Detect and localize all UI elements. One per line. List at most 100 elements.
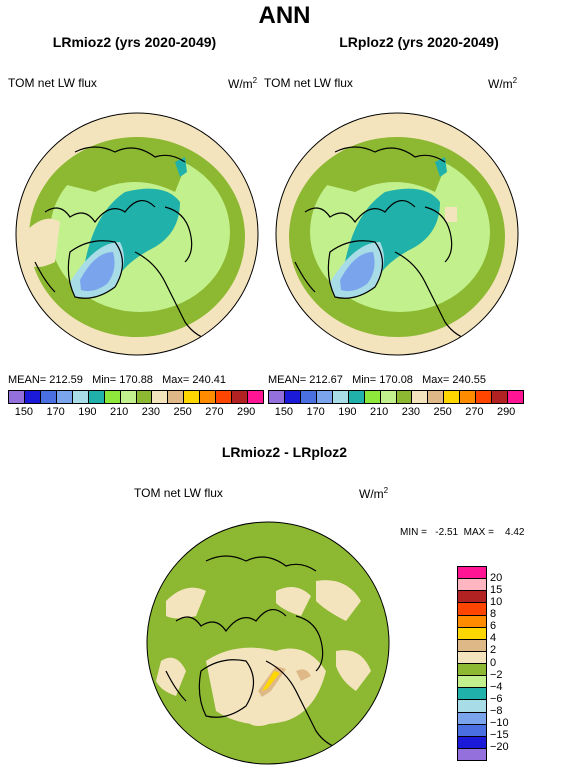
colorbar-label: 150 <box>274 406 294 418</box>
colorbar-label: 8 <box>490 608 497 621</box>
panel-2-var-label: TOM net LW flux <box>264 76 353 90</box>
colorbar-label: −2 <box>490 668 503 681</box>
panel-1-colorbar-labels: 150 170 190 210 230 250 270 290 <box>8 406 262 420</box>
panel-2-stats: MEAN= 212.67 Min= 170.08 Max= 240.55 <box>268 374 486 386</box>
colorbar-swatch <box>444 391 461 403</box>
colorbar-label: 210 <box>109 406 129 418</box>
colorbar-swatch <box>458 724 486 737</box>
colorbar-swatch <box>492 391 509 403</box>
colorbar-label: −20 <box>490 740 509 753</box>
colorbar-label: 270 <box>465 406 484 418</box>
diff-panel-var-label: TOM net LW flux <box>134 486 223 500</box>
diff-panel-map <box>146 521 390 765</box>
colorbar-label: −15 <box>490 728 509 741</box>
colorbar-swatch <box>72 391 89 403</box>
colorbar-swatch <box>458 700 486 713</box>
colorbar-label: 250 <box>433 406 452 418</box>
panel-2-unit: W/m2 <box>488 76 518 91</box>
colorbar-swatch <box>458 676 486 689</box>
colorbar-label: 190 <box>78 406 97 418</box>
colorbar-swatch <box>104 391 121 403</box>
colorbar-swatch <box>458 591 486 604</box>
colorbar-swatch <box>168 391 185 403</box>
panel-1-var-label: TOM net LW flux <box>8 76 97 90</box>
colorbar-swatch <box>458 688 486 701</box>
colorbar-swatch <box>476 391 493 403</box>
colorbar-label: 170 <box>46 406 65 418</box>
colorbar-label: 290 <box>236 406 256 418</box>
colorbar-label: 290 <box>496 406 516 418</box>
colorbar-swatch <box>9 391 25 403</box>
page-title: ANN <box>258 2 311 29</box>
colorbar-label: 230 <box>141 406 161 418</box>
colorbar-label: 210 <box>369 406 389 418</box>
colorbar-label: 6 <box>490 620 497 633</box>
colorbar-swatch <box>56 391 73 403</box>
colorbar-swatch <box>120 391 137 403</box>
colorbar-swatch <box>458 567 486 580</box>
diff-panel-title: LRmioz2 - LRploz2 <box>221 444 348 460</box>
colorbar-label: 4 <box>490 632 497 645</box>
colorbar-swatch <box>40 391 57 403</box>
panel-1-title: LRmioz2 (yrs 2020-2049) <box>52 34 217 50</box>
colorbar-swatch <box>458 748 486 760</box>
colorbar-swatch <box>300 391 317 403</box>
colorbar-swatch <box>200 391 217 403</box>
colorbar-swatch <box>428 391 445 403</box>
colorbar-swatch <box>396 391 413 403</box>
colorbar-label: 20 <box>490 572 503 585</box>
colorbar-swatch <box>508 391 523 403</box>
colorbar-label: 230 <box>401 406 421 418</box>
colorbar-label: 10 <box>490 596 503 609</box>
colorbar-swatch <box>269 391 285 403</box>
colorbar-label: 190 <box>338 406 357 418</box>
colorbar-swatch <box>232 391 249 403</box>
colorbar-label: −10 <box>490 716 509 729</box>
panel-1-colorbar <box>8 390 264 404</box>
panel-1-stats: MEAN= 212.59 Min= 170.88 Max= 240.41 <box>8 374 226 386</box>
diff-colorbar-labels: 20 15 10 8 6 4 2 0 −2 −4 −6 −8 −10 −15 −20 <box>490 566 530 759</box>
colorbar-swatch <box>248 391 263 403</box>
colorbar-swatch <box>458 639 486 652</box>
colorbar-swatch <box>24 391 41 403</box>
colorbar-swatch <box>332 391 349 403</box>
colorbar-label: 15 <box>490 584 503 597</box>
colorbar-swatch <box>458 603 486 616</box>
colorbar-swatch <box>152 391 169 403</box>
panel-2-map <box>275 112 519 356</box>
colorbar-swatch <box>380 391 397 403</box>
diff-panel-unit: W/m2 <box>359 486 389 501</box>
colorbar-swatch <box>364 391 381 403</box>
colorbar-swatch <box>284 391 301 403</box>
colorbar-label: 250 <box>173 406 192 418</box>
colorbar-swatch <box>412 391 429 403</box>
colorbar-swatch <box>348 391 365 403</box>
colorbar-swatch <box>458 651 486 664</box>
colorbar-label: −6 <box>490 692 503 705</box>
colorbar-swatch <box>136 391 153 403</box>
colorbar-label: 150 <box>14 406 34 418</box>
colorbar-swatch <box>460 391 477 403</box>
panel-1-map <box>15 112 259 356</box>
panel-1-unit: W/m2 <box>228 76 258 91</box>
colorbar-swatch <box>458 579 486 592</box>
colorbar-label: 170 <box>306 406 325 418</box>
colorbar-swatch <box>184 391 201 403</box>
colorbar-swatch <box>458 712 486 725</box>
colorbar-label: 2 <box>490 644 497 657</box>
colorbar-swatch <box>458 627 486 640</box>
colorbar-swatch <box>316 391 333 403</box>
colorbar-label: 0 <box>490 656 497 669</box>
colorbar-label: −8 <box>490 704 503 717</box>
colorbar-label: 270 <box>205 406 224 418</box>
panel-2-colorbar <box>268 390 524 404</box>
diff-panel-stats: MIN = -2.51 MAX = 4.42 <box>400 527 525 538</box>
colorbar-swatch <box>458 615 486 628</box>
panel-2-title: LRploz2 (yrs 2020-2049) <box>339 34 499 50</box>
diff-colorbar <box>457 566 487 761</box>
colorbar-swatch <box>88 391 105 403</box>
colorbar-swatch <box>458 736 486 749</box>
colorbar-swatch <box>216 391 233 403</box>
colorbar-label: −4 <box>490 680 503 693</box>
colorbar-swatch <box>458 664 486 677</box>
